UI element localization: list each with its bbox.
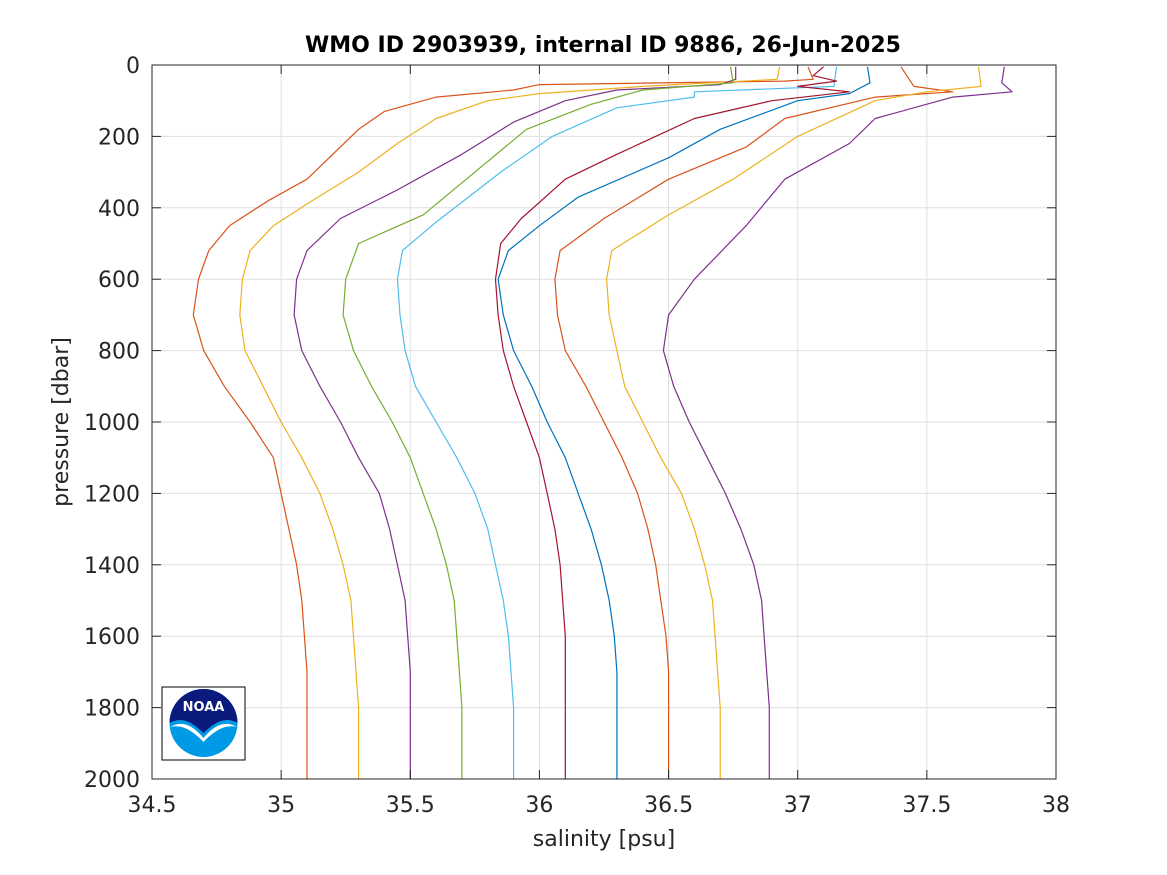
- y-axis-title: pressure [dbar]: [49, 337, 74, 507]
- noaa-logo: NOAA: [161, 686, 246, 761]
- y-tick-label: 0: [126, 54, 140, 79]
- x-tick-label: 35: [267, 793, 295, 818]
- logo-gull-mark: [170, 723, 237, 742]
- profile-line-8: [554, 66, 954, 779]
- chart-title: WMO ID 2903939, internal ID 9886, 26-Jun…: [305, 33, 901, 58]
- y-tick-label: 800: [98, 340, 140, 365]
- y-tick-label: 1000: [84, 411, 140, 436]
- x-tick-label: 35.5: [386, 793, 435, 818]
- profile-line-4: [342, 66, 734, 779]
- x-tick-label: 34.5: [128, 793, 177, 818]
- x-tick-label: 37.5: [902, 793, 951, 818]
- profile-line-2: [239, 66, 781, 779]
- profile-line-3: [293, 66, 737, 779]
- series-lines: [192, 66, 1013, 779]
- y-tick-label: 1400: [84, 554, 140, 579]
- profile-line-10: [662, 66, 1013, 779]
- x-axis-title: salinity [psu]: [533, 827, 675, 852]
- y-tick-label: 200: [98, 125, 140, 150]
- y-tick-label: 600: [98, 268, 140, 293]
- x-tick-label: 36: [525, 793, 553, 818]
- profile-line-9: [605, 66, 982, 779]
- y-tick-label: 400: [98, 197, 140, 222]
- x-tick-label: 36.5: [644, 793, 693, 818]
- x-tick-label: 38: [1042, 793, 1070, 818]
- logo-sky: [169, 689, 238, 733]
- y-tick-label: 1600: [84, 625, 140, 650]
- y-tick-label: 1200: [84, 482, 140, 507]
- y-tick-label: 2000: [84, 768, 140, 793]
- x-tick-label: 37: [784, 793, 812, 818]
- axis-ticks: 34.5 35 35.5 36 36.5 37 37.5 38 0 200 400 600 800 100…: [84, 54, 1070, 818]
- profile-line-5: [396, 66, 838, 779]
- profile-line-1: [192, 66, 814, 779]
- logo-text: NOAA: [183, 700, 225, 715]
- profile-line-6: [494, 66, 851, 779]
- y-tick-label: 1800: [84, 697, 140, 722]
- profile-line-7: [497, 66, 871, 779]
